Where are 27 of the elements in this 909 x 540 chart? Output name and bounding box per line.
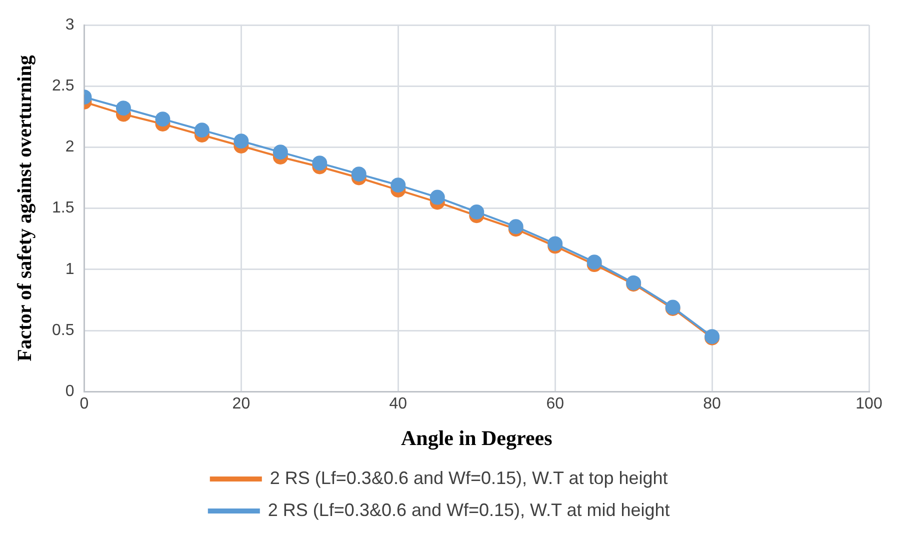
- y-axis-title: Factor of safety against overturning: [14, 55, 36, 362]
- legend-label: 2 RS (Lf=0.3&0.6 and Wf=0.15), W.T at mid height: [268, 500, 670, 520]
- point: [272, 144, 288, 160]
- x-tick-label: 40: [389, 396, 408, 413]
- x-tick-label: 100: [856, 396, 882, 413]
- point: [430, 190, 445, 205]
- point: [469, 204, 484, 220]
- y-tick-label: 0.5: [52, 322, 74, 339]
- y-tick-label: 1: [65, 260, 74, 278]
- point: [155, 112, 170, 127]
- point: [351, 166, 366, 182]
- y-tick-label: 3: [65, 16, 74, 34]
- point: [116, 100, 131, 116]
- x-tick-label: 20: [232, 396, 250, 413]
- legend-label: 2 RS (Lf=0.3&0.6 and Wf=0.15), W.T at top height: [270, 468, 668, 488]
- y-tick-label: 2.5: [52, 78, 74, 95]
- point: [390, 178, 406, 193]
- point: [234, 134, 249, 149]
- x-tick-label: 60: [546, 396, 564, 413]
- point: [194, 122, 210, 138]
- y-tick-label: 2: [65, 138, 74, 156]
- x-tick-label: 0: [80, 396, 89, 413]
- x-tick-label: 80: [703, 396, 722, 413]
- y-tick-label: 0: [65, 383, 74, 400]
- y-tick-label: 1.5: [52, 200, 74, 217]
- point: [312, 156, 328, 171]
- x-axis-title: Angle in Degrees: [400, 426, 552, 450]
